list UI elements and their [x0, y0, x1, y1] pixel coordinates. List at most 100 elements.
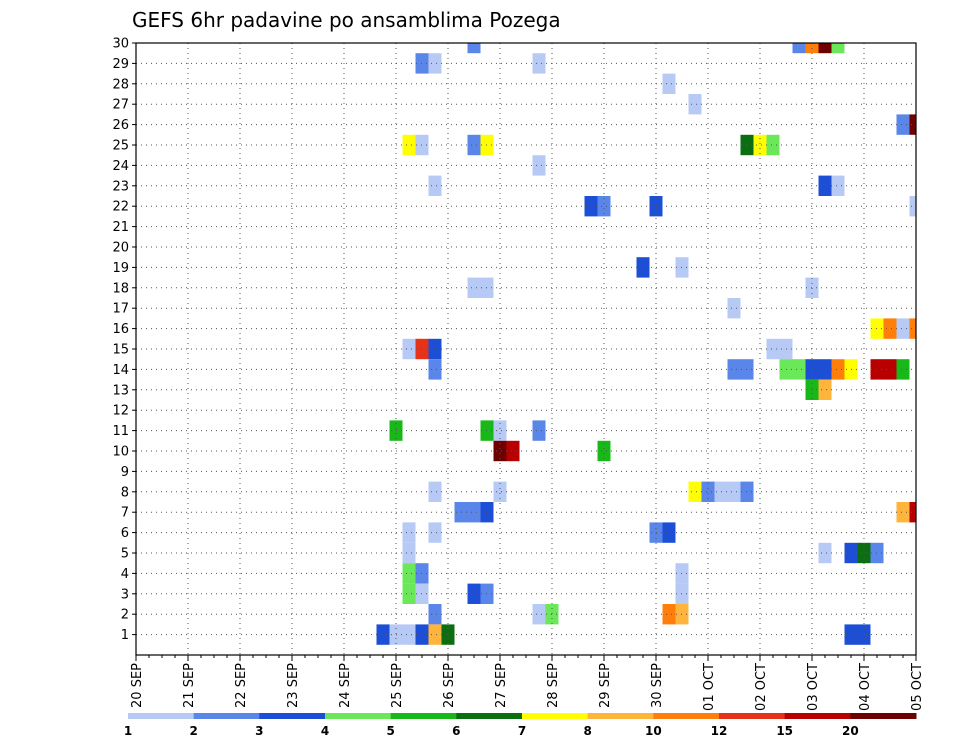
y-tick-label: 21	[112, 220, 129, 235]
legend-swatch	[259, 713, 326, 719]
heatmap-cell	[909, 114, 916, 135]
y-tick-label: 16	[112, 322, 129, 337]
legend-swatch	[456, 713, 523, 719]
legend-swatch	[325, 713, 392, 719]
y-tick-label: 4	[121, 567, 129, 582]
legend-swatch	[653, 713, 720, 719]
legend-label: 7	[518, 724, 526, 738]
heatmap-cell	[428, 481, 442, 502]
heatmap-cell	[428, 522, 442, 543]
heatmap-cell	[883, 318, 897, 339]
heatmap-cell	[818, 542, 832, 564]
x-tick-label: 23 SEP	[286, 663, 301, 708]
heatmap-cell	[818, 43, 832, 54]
heatmap-cell	[493, 440, 507, 462]
legend-swatch	[719, 713, 786, 719]
heatmap-cell	[467, 277, 481, 298]
x-tick-label: 01 OCT	[702, 663, 717, 711]
heatmap-cell	[532, 53, 546, 74]
heatmap-cell	[467, 502, 481, 523]
heatmap-cell	[857, 624, 871, 645]
x-tick-label: 29 SEP	[598, 663, 613, 708]
legend-label: 10	[645, 724, 662, 738]
legend-label: 5	[386, 724, 394, 738]
legend-label: 12	[711, 724, 728, 738]
y-tick-label: 25	[112, 139, 129, 154]
heatmap-cell	[402, 563, 416, 584]
heatmap-cell	[636, 257, 650, 278]
heatmap-cell	[402, 522, 416, 543]
heatmap-cell	[493, 481, 507, 502]
x-tick-label: 30 SEP	[650, 663, 665, 708]
heatmap-cell	[428, 604, 442, 625]
heatmap-cell	[428, 338, 442, 360]
legend-swatch	[193, 713, 260, 719]
y-tick-label: 17	[112, 302, 129, 317]
y-axis: 1234567891011121314151617181920212223242…	[112, 37, 136, 643]
x-axis: 20 SEP 21 SEP 22 SEP 23 SEP 24 SEP 25 SEP 26 S…	[130, 655, 925, 711]
heatmap-cell	[662, 604, 676, 625]
y-tick-label: 27	[112, 98, 129, 113]
y-tick-label: 28	[112, 77, 129, 92]
chart-title: GEFS 6hr padavine po ansamblima Pozega	[132, 8, 561, 32]
heatmap-cell	[506, 440, 520, 462]
heatmap-cell	[402, 542, 416, 564]
heatmap-cells	[376, 43, 916, 645]
y-tick-label: 26	[112, 118, 129, 133]
y-tick-label: 1	[121, 628, 129, 643]
heatmap-cell	[688, 94, 702, 115]
heatmap-cell	[428, 359, 442, 380]
y-tick-label: 2	[121, 608, 129, 623]
legend-label: 20	[842, 724, 859, 738]
heatmap-cell	[467, 134, 481, 156]
legend-swatch	[850, 713, 917, 719]
legend-label: 1	[124, 724, 132, 738]
heatmap-cell	[896, 502, 910, 523]
heatmap-cell	[792, 43, 806, 54]
heatmap-cell	[402, 583, 416, 604]
legend-label: 15	[776, 724, 793, 738]
y-tick-label: 13	[112, 383, 129, 398]
heatmap-cell	[402, 134, 416, 156]
x-tick-label: 05 OCT	[910, 663, 925, 711]
heatmap-cell	[532, 155, 546, 176]
legend-swatch	[587, 713, 654, 719]
heatmap-cell	[441, 624, 455, 645]
heatmap-cell	[428, 53, 442, 74]
heatmap-cell	[428, 624, 442, 645]
heatmap-cell	[831, 43, 845, 54]
y-tick-label: 29	[112, 57, 129, 72]
legend-label: 8	[583, 724, 591, 738]
heatmap-cell	[688, 481, 702, 502]
y-tick-label: 3	[121, 587, 129, 602]
x-tick-label: 04 OCT	[858, 663, 873, 711]
heatmap-cell	[428, 175, 442, 196]
heatmap-cell	[662, 522, 676, 543]
heatmap-cell	[493, 420, 507, 441]
y-tick-label: 15	[112, 343, 129, 358]
heatmap-cell	[727, 298, 741, 319]
x-tick-label: 24 SEP	[338, 663, 353, 708]
heatmap-cell	[831, 359, 845, 380]
y-tick-label: 10	[112, 445, 129, 460]
heatmap-cell	[909, 196, 916, 217]
legend-swatch	[128, 713, 195, 719]
x-tick-label: 02 OCT	[754, 663, 769, 711]
y-tick-label: 14	[112, 363, 129, 378]
y-tick-label: 5	[121, 547, 129, 562]
x-tick-label: 25 SEP	[390, 663, 405, 708]
y-tick-label: 7	[121, 506, 129, 521]
legend-swatch	[522, 713, 589, 719]
y-tick-label: 22	[112, 200, 129, 215]
y-tick-label: 12	[112, 404, 129, 419]
heatmap-cell	[376, 624, 390, 645]
heatmap-cell	[402, 338, 416, 360]
y-tick-label: 19	[112, 261, 129, 276]
grid-lines	[136, 43, 916, 655]
heatmap-cell	[727, 481, 741, 502]
heatmap-cell	[701, 481, 715, 502]
legend-label: 4	[321, 724, 329, 738]
y-tick-label: 30	[112, 37, 129, 52]
heatmap-cell	[766, 338, 780, 360]
